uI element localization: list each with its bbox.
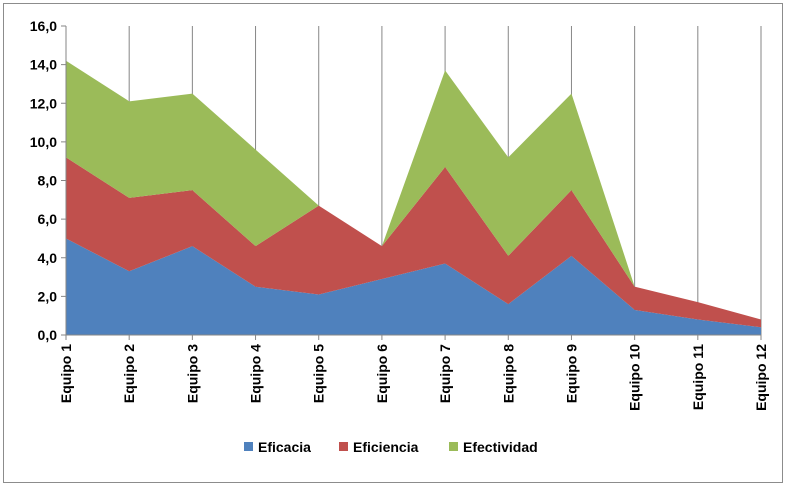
y-tick-label: 8,0 (38, 173, 58, 189)
x-tick-label: Equipo 7 (437, 344, 453, 403)
x-tick-label: Equipo 5 (311, 344, 327, 403)
area-series-efectividad (66, 60, 761, 320)
x-tick-label: Equipo 4 (248, 344, 264, 403)
area-series-layer (66, 60, 761, 335)
y-tick-label: 16,0 (30, 18, 57, 34)
y-tick-label: 4,0 (38, 250, 58, 266)
legend-swatch-eficacia (244, 442, 253, 451)
y-tick-label: 6,0 (38, 211, 58, 227)
x-tick-label: Equipo 3 (184, 344, 200, 403)
y-tick-label: 10,0 (30, 134, 57, 150)
y-tick-label: 0,0 (38, 327, 58, 343)
axes (61, 25, 762, 340)
x-tick-label: Equipo 6 (374, 344, 390, 403)
legend-swatch-efectividad (449, 442, 458, 451)
y-tick-label: 12,0 (30, 95, 57, 111)
area-chart: 0,0 2,0 4,0 6,0 8,0 10,0 12,0 14,0 16,0 Equipo 1… (30, 18, 769, 455)
x-tick-label: Equipo 9 (563, 344, 579, 403)
y-tick-label: 14,0 (30, 57, 57, 73)
area-series-eficacia (66, 238, 761, 335)
legend-label-efectividad: Efectividad (463, 439, 538, 455)
x-tick-label: Equipo 8 (500, 344, 516, 403)
legend: Eficacia Eficiencia Efectividad (244, 439, 538, 455)
chart-frame: 0,0 2,0 4,0 6,0 8,0 10,0 12,0 14,0 16,0 Equipo 1… (3, 3, 783, 483)
x-tick-label: Equipo 11 (690, 344, 706, 410)
x-tick-label: Equipo 1 (58, 344, 74, 403)
area-series-eficiencia (66, 157, 761, 328)
x-tick-label: Equipo 2 (121, 344, 137, 403)
legend-swatch-eficiencia (339, 442, 348, 451)
y-tick-label: 2,0 (38, 288, 58, 304)
x-axis-tick-labels: Equipo 1 Equipo 2 Equipo 3 Equipo 4 Equipo 5… (58, 344, 769, 411)
legend-label-eficacia: Eficacia (258, 439, 311, 455)
y-axis-tick-labels: 0,0 2,0 4,0 6,0 8,0 10,0 12,0 14,0 16,0 (30, 18, 57, 343)
x-tick-label: Equipo 12 (753, 344, 769, 411)
legend-label-eficiencia: Eficiencia (353, 439, 419, 455)
x-tick-label: Equipo 10 (627, 344, 643, 411)
